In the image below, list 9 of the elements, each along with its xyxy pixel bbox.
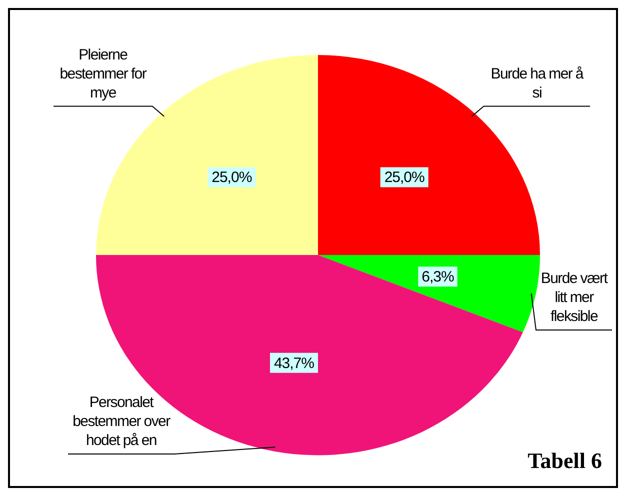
slice-label: Pleierne bestemmer for mye [60,46,147,102]
data-label: 25,0% [212,169,252,186]
slice-label: Burde vært litt mer fleksible [540,270,609,325]
data-label: 25,0% [384,169,425,186]
text: Tabell 6 [528,448,602,473]
data-label: 6,3% [422,268,454,286]
data-label: 43,7% [274,354,314,372]
slice-label: Burde ha mer å si [490,65,584,102]
slice-label: Personalet bestemmer over hodet på en [72,394,171,449]
